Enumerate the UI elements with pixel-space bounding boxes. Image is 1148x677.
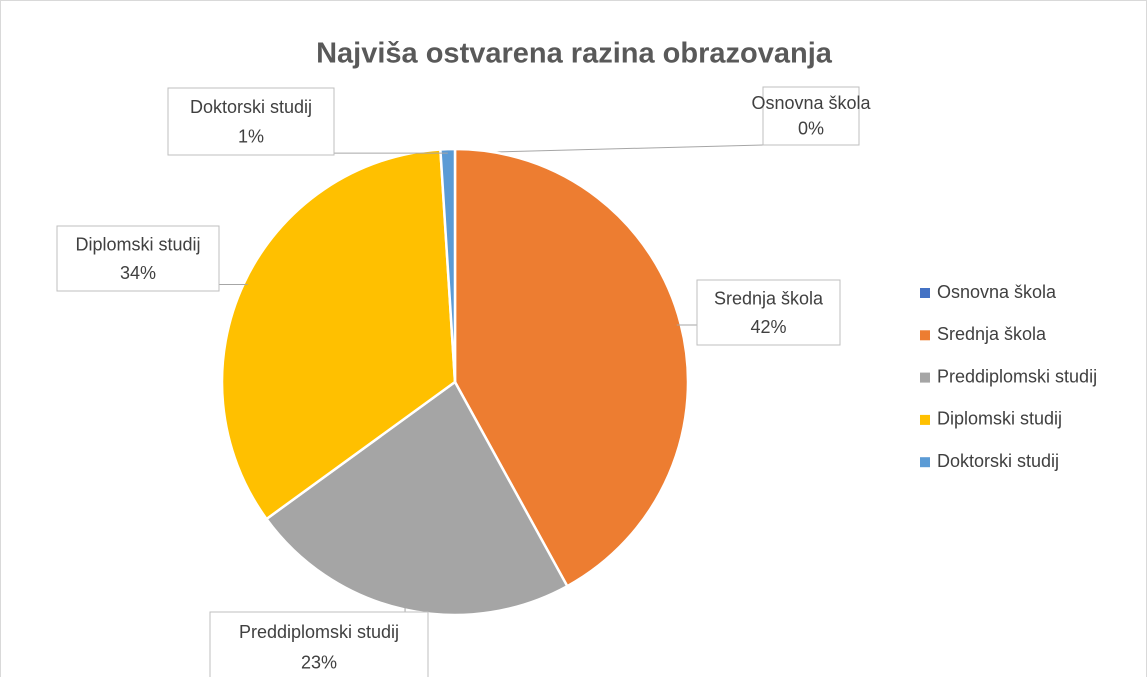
label-box (696, 279, 841, 346)
pie-slice (453, 147, 690, 588)
data-label-value: 23% (301, 653, 337, 673)
legend-label: Osnovna škola (937, 282, 1057, 302)
leader-line (454, 144, 764, 154)
data-label-name: Osnovna škola (751, 93, 871, 113)
data-label-value: 0% (798, 119, 824, 139)
data-label-value: 1% (238, 126, 264, 146)
legend-swatch (920, 457, 930, 468)
legend-swatch (920, 330, 930, 341)
data-label-name: Preddiplomski studij (239, 622, 399, 642)
pie-slice (439, 147, 457, 383)
label-box (209, 611, 429, 677)
label-box (762, 86, 860, 146)
data-label-name: Doktorski studij (190, 97, 312, 117)
chart-title: Najviša ostvarena razina obrazovanja (316, 38, 833, 70)
pie-slice (220, 148, 457, 521)
legend-label: Diplomski studij (937, 409, 1062, 429)
legend-swatch (920, 372, 930, 383)
label-box (167, 87, 335, 156)
data-label-value: 42% (750, 317, 786, 337)
legend-swatch (920, 288, 930, 298)
legend-label: Srednja škola (937, 324, 1047, 344)
legend-label: Preddiplomski studij (937, 366, 1097, 386)
legend-label: Doktorski studij (937, 451, 1059, 471)
data-label-name: Diplomski studij (75, 234, 200, 254)
legend-swatch (920, 414, 930, 425)
data-label-name: Srednja škola (714, 288, 824, 308)
label-box (56, 225, 220, 292)
pie-slice (264, 380, 569, 617)
data-label-value: 34% (120, 263, 156, 283)
